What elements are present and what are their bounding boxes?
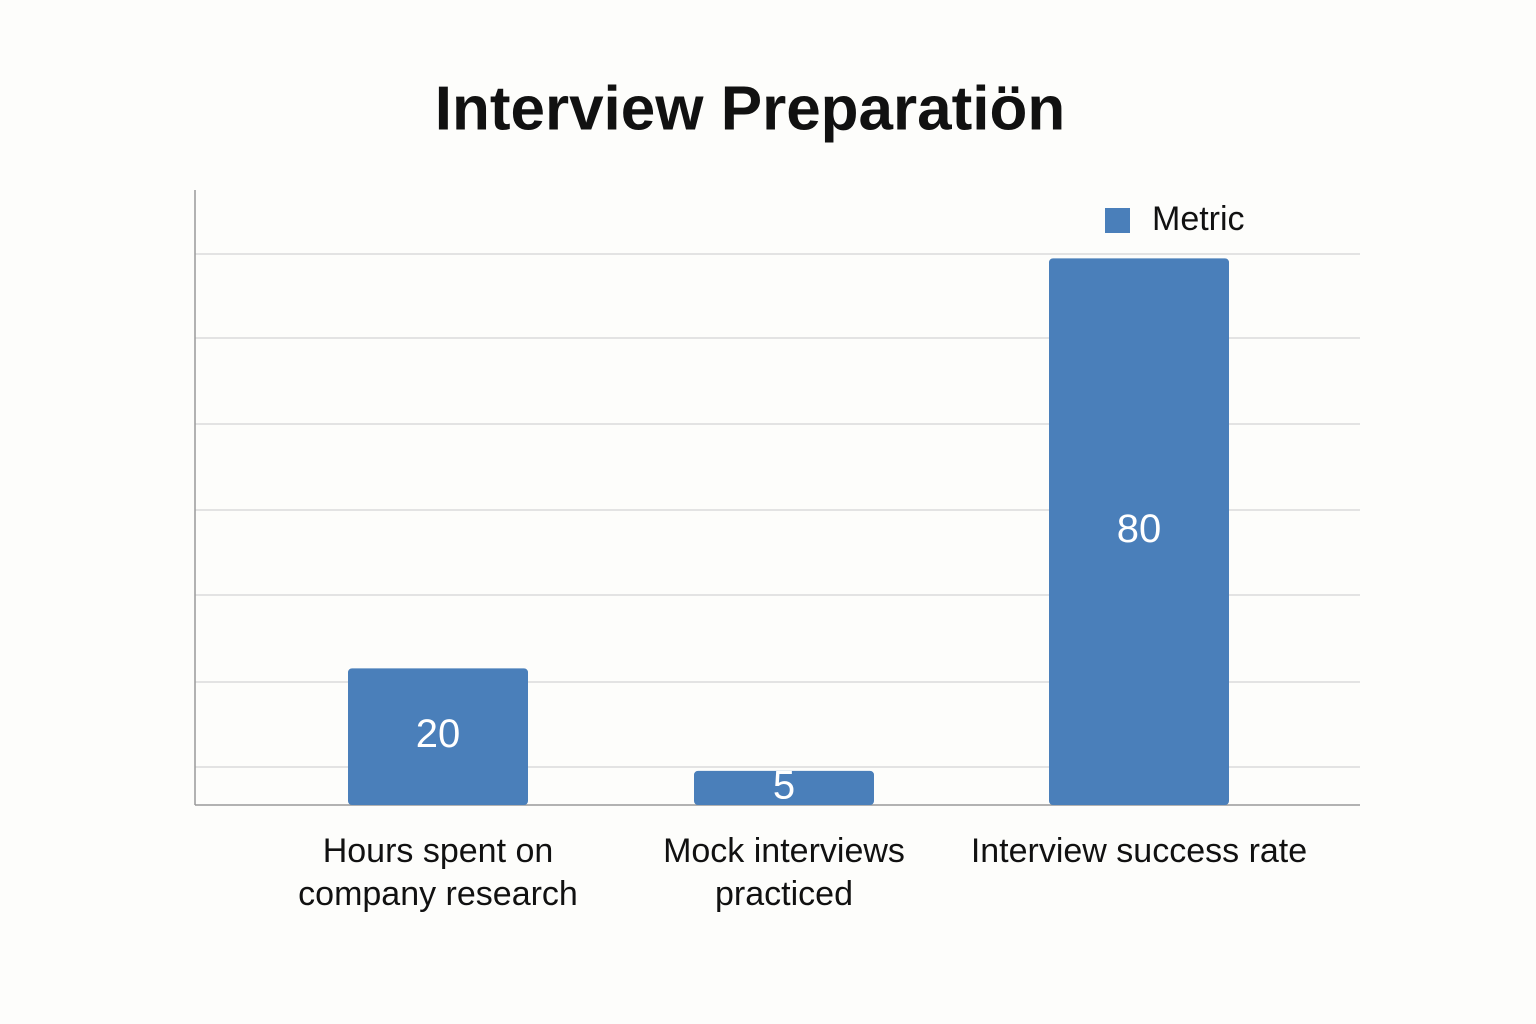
bar xyxy=(348,668,528,805)
x-tick-label: Interview success rate xyxy=(970,832,1308,870)
x-tick-label: Hours spent on company research xyxy=(298,832,578,913)
x-tick-label: Mock interviews practiced xyxy=(663,832,905,913)
bar xyxy=(694,770,874,805)
chart-title: Interview Preparatiön xyxy=(435,74,1066,143)
legend-label: Metric xyxy=(1152,200,1245,238)
value-label: 20 xyxy=(416,712,461,756)
legend-swatch xyxy=(1105,208,1130,233)
bar xyxy=(1049,258,1229,805)
value-label: 5 xyxy=(773,763,795,807)
value-label: 80 xyxy=(1117,507,1162,551)
